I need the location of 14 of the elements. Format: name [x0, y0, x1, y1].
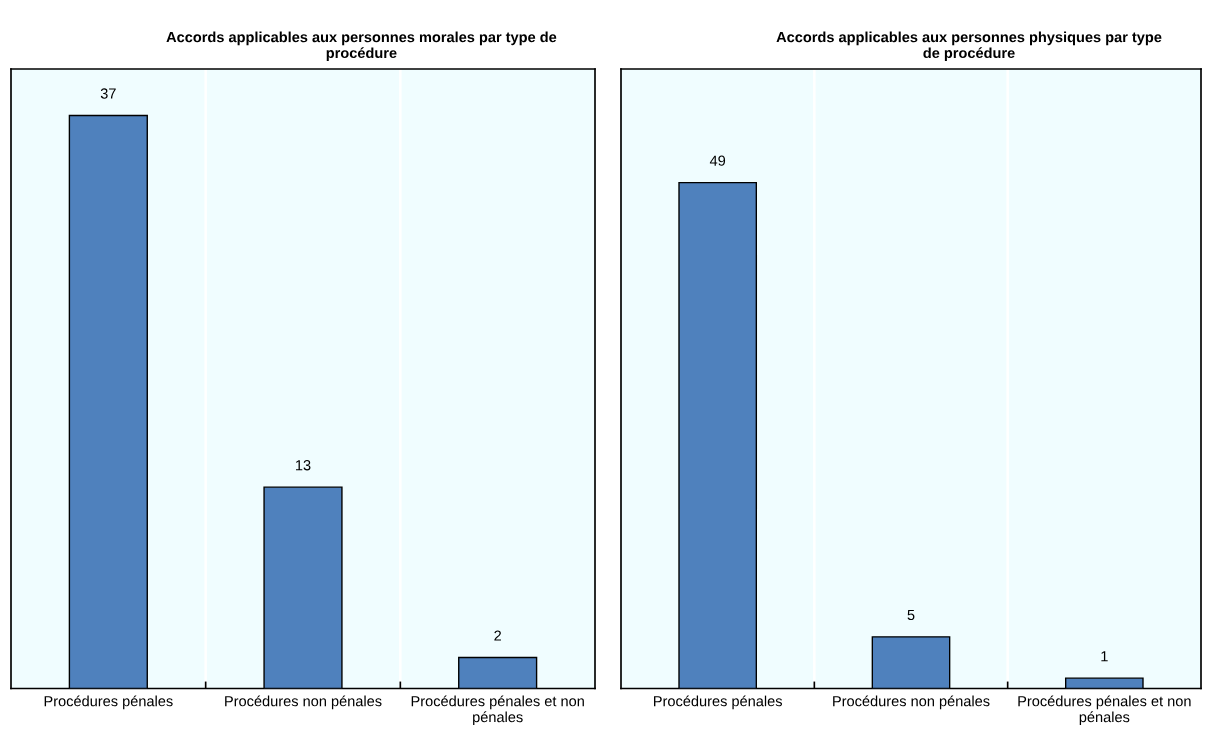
chart-title: Accords applicables aux personnes physiques par type de procédure [776, 31, 1162, 61]
x-tick-label: Procédures pénales [44, 695, 173, 710]
data-label: 2 [494, 630, 501, 641]
x-tick-label: Procédures pénales et non pénales [1018, 695, 1191, 726]
x-tick-label: Procédures pénales et non pénales [411, 695, 584, 726]
x-tick-label: Procédures non pénales [225, 695, 382, 710]
x-tick-label: Procédures pénales [654, 695, 782, 710]
data-label: 1 [1101, 651, 1108, 662]
x-tick-label: Procédures non pénales [833, 695, 990, 710]
data-label: 13 [296, 460, 311, 471]
chart-title: Accords applicables aux personnes morales par type de procédure [166, 31, 557, 61]
data-label: 37 [100, 88, 116, 99]
data-label: 5 [907, 609, 915, 621]
data-label: 49 [709, 155, 726, 166]
